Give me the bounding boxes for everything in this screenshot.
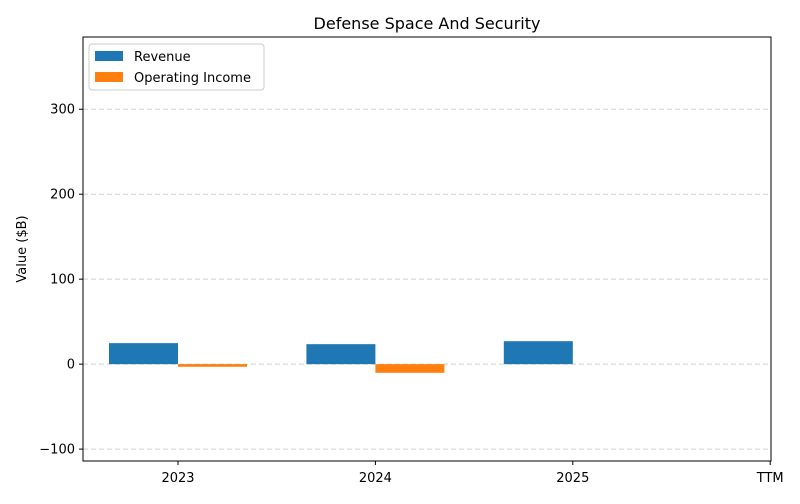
legend-swatch: [95, 51, 123, 61]
x-tick-label: 2023: [161, 471, 194, 486]
plot-frame: [82, 36, 772, 462]
y-tick-label: 300: [50, 103, 75, 118]
bar-operating-income: [178, 364, 247, 367]
legend-swatch: [95, 72, 123, 82]
legend-box: [88, 43, 265, 91]
y-tick-label: 0: [67, 358, 75, 373]
y-tick-label: 100: [50, 273, 75, 288]
bar-revenue: [503, 341, 573, 365]
legend-label: Operating Income: [134, 71, 251, 86]
x-tick-label: TTM: [756, 471, 784, 486]
chart-title: Defense Space And Security: [314, 14, 541, 33]
bar-revenue: [109, 343, 178, 365]
y-tick-label: −100: [39, 443, 75, 458]
bar-operating-income: [375, 364, 445, 373]
y-axis-label: Value ($B): [15, 215, 30, 282]
x-tick-label: 2024: [359, 471, 392, 486]
bar-revenue: [306, 344, 376, 365]
y-tick-label: 200: [50, 188, 75, 203]
legend-label: Revenue: [134, 50, 191, 65]
x-tick-label: 2025: [556, 471, 589, 486]
legend: Revenue Operating Income: [88, 43, 265, 91]
